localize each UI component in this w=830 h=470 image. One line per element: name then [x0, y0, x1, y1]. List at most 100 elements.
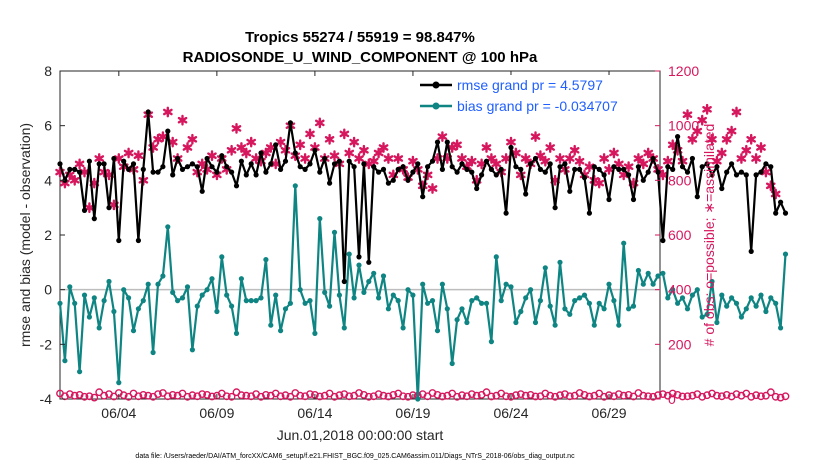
bias-point-105 [572, 298, 578, 304]
bias-point-29 [199, 292, 205, 298]
rmse-point-78 [439, 166, 445, 172]
obs-possible-point-108 [585, 392, 594, 401]
rmse-point-86 [479, 172, 485, 178]
rmse-point-50 [302, 166, 308, 172]
obs-assimilated-point-111 [599, 153, 609, 164]
obs-assimilated-point-137 [726, 125, 737, 137]
obs-possible-point-9 [100, 391, 109, 400]
rmse-point-11 [111, 155, 117, 162]
bias-point-141 [748, 295, 754, 301]
x-tick-label-3: 06/19 [395, 405, 430, 421]
obs-possible-point-132 [703, 391, 711, 400]
obs-possible-point-82 [458, 391, 466, 400]
obs-assimilated-point-142 [751, 153, 761, 164]
rmse-point-121 [650, 155, 656, 162]
bias-point-95 [523, 295, 529, 301]
obs-assimilated-point-81 [452, 139, 462, 151]
obs-possible-point-31 [208, 392, 216, 401]
bias-point-20 [155, 281, 161, 287]
rmse-series [57, 109, 789, 285]
bias-point-70 [400, 325, 406, 331]
bias-point-116 [626, 306, 632, 312]
rmse-point-124 [665, 164, 671, 170]
obs-assimilated-point-91 [501, 153, 511, 164]
rmse-point-19 [150, 169, 156, 175]
chart-title: Tropics 55274 / 55919 = 98.847% [245, 29, 475, 46]
bias-point-81 [454, 317, 460, 323]
obs-possible-point-51 [306, 390, 314, 398]
obs-assimilated-point-61 [354, 153, 364, 164]
x-tick-label-2: 06/14 [297, 405, 332, 421]
bias-point-38 [243, 298, 249, 304]
obs-assimilated-point-112 [604, 164, 614, 175]
bias-point-4 [77, 369, 83, 375]
rmse-point-92 [508, 144, 514, 151]
obs-assimilated-point-102 [555, 153, 565, 164]
rmse-point-44 [273, 142, 279, 148]
obs-assimilated-point-108 [584, 161, 595, 173]
rmse-point-133 [709, 172, 715, 178]
bias-point-126 [675, 300, 681, 306]
bias-point-122 [655, 273, 661, 279]
rmse-point-113 [611, 164, 617, 170]
bias-point-91 [503, 281, 509, 287]
legend-entry-bias: bias grand pr = -0.034707 [420, 98, 618, 114]
rmse-point-31 [209, 164, 215, 170]
obs-assimilated-point-129 [687, 133, 698, 145]
bias-point-128 [684, 306, 691, 312]
x-axis-ticks: 06/04 06/09 06/14 06/19 06/24 06/29 [101, 71, 627, 421]
obs-assimilated-point-66 [378, 142, 389, 153]
bias-point-113 [611, 298, 617, 304]
bias-point-83 [464, 319, 470, 326]
rmse-point-89 [493, 172, 499, 178]
rmse-point-60 [351, 164, 357, 170]
obs-possible-point-66 [379, 391, 388, 400]
obs-possible-point-67 [384, 392, 393, 401]
obs-assimilated-point-72 [408, 155, 418, 167]
bias-point-97 [532, 319, 539, 326]
bias-point-139 [738, 314, 745, 320]
obs-possible-point-141 [747, 392, 756, 401]
obs-assimilated-point-50 [300, 153, 310, 164]
bias-point-106 [577, 295, 583, 301]
obs-assimilated-point-118 [633, 153, 644, 164]
rmse-point-122 [655, 169, 661, 175]
rmse-point-34 [224, 164, 230, 170]
rmse-point-3 [72, 166, 78, 172]
bias-point-62 [361, 289, 367, 295]
obs-possible-point-104 [565, 392, 574, 401]
rmse-point-17 [140, 166, 146, 172]
obs-assimilated-point-143 [756, 142, 766, 153]
x-axis-label: Jun.01,2018 00:00:00 start [277, 427, 444, 443]
x-tick-label-0: 06/04 [101, 405, 136, 421]
bias-point-21 [160, 273, 166, 279]
rmse-point-106 [577, 166, 583, 172]
bias-point-9 [101, 298, 107, 304]
bias-point-52 [312, 330, 318, 336]
bias-point-34 [224, 292, 230, 298]
bias-point-14 [126, 295, 132, 301]
rmse-point-97 [532, 155, 539, 162]
bias-point-109 [591, 322, 597, 328]
obs-possible-point-147 [776, 393, 785, 402]
rmse-point-66 [380, 166, 387, 172]
obs-possible-point-142 [752, 391, 760, 400]
obs-possible-point-77 [433, 390, 442, 399]
obs-assimilated-point-134 [712, 155, 722, 167]
legend-bias-marker [432, 102, 440, 110]
obs-assimilated-point-123 [658, 169, 668, 181]
obs-possible-point-7 [90, 393, 99, 402]
rmse-point-126 [675, 134, 681, 140]
obs-possible-point-34 [222, 392, 231, 401]
bias-point-99 [542, 265, 548, 271]
rmse-point-103 [562, 161, 568, 167]
obs-assimilated-point-42 [261, 147, 271, 159]
rmse-point-39 [248, 161, 254, 167]
obs-possible-point-47 [286, 392, 295, 401]
obs-assimilated-point-21 [158, 131, 168, 142]
obs-assimilated-point-97 [530, 131, 541, 142]
obs-assimilated-point-113 [609, 147, 619, 159]
rmse-point-136 [724, 169, 730, 175]
rmse-point-85 [474, 185, 480, 192]
obs-assimilated-point-135 [716, 147, 727, 159]
